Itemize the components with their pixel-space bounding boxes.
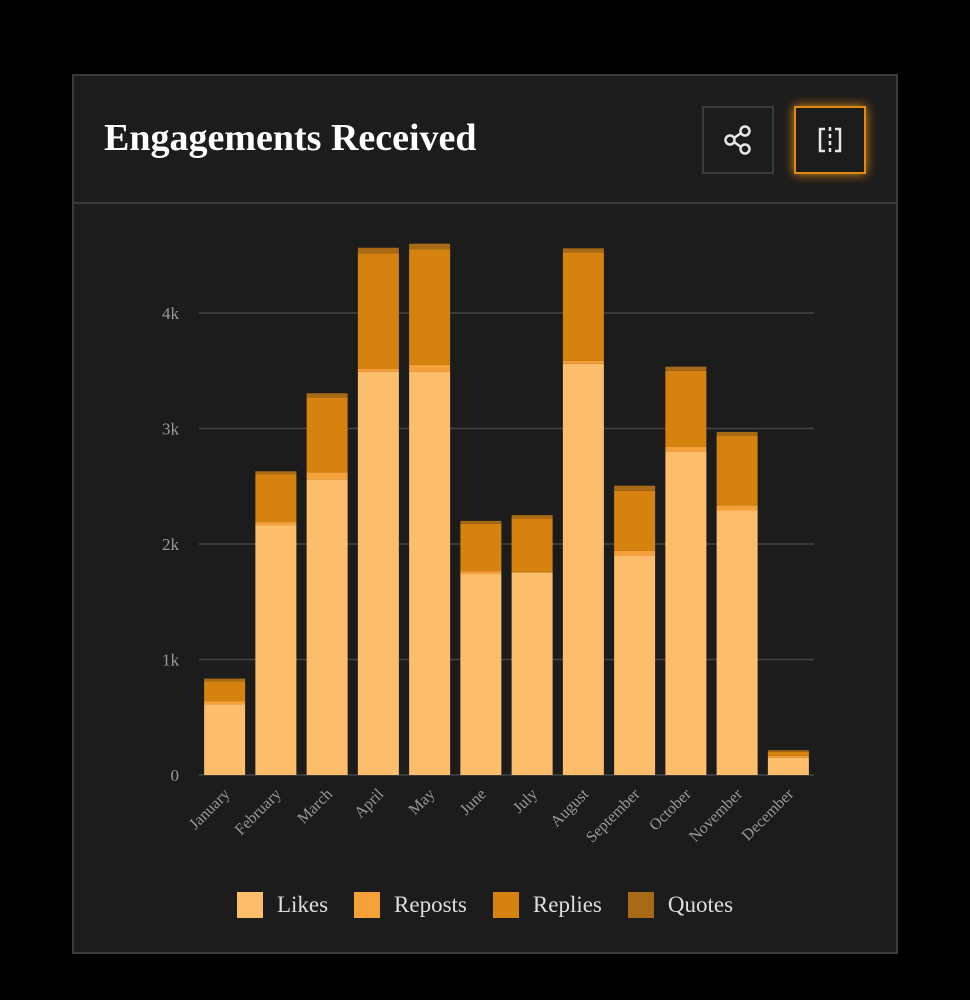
- bar-segment-likes: [665, 451, 707, 775]
- y-tick-label: 0: [171, 766, 180, 785]
- x-tick-label: December: [739, 785, 798, 844]
- share-button[interactable]: [702, 106, 774, 174]
- bar-segment-likes: [255, 525, 297, 775]
- legend-swatch: [236, 892, 263, 918]
- x-tick-label: July: [510, 786, 541, 817]
- bar-segment-likes: [767, 757, 809, 775]
- bar-segment-quotes: [409, 243, 451, 250]
- bar-segment-replies: [716, 436, 758, 506]
- bar-segment-replies: [460, 523, 502, 572]
- bar-segment-likes: [306, 479, 348, 775]
- bar-segment-reposts: [562, 360, 604, 364]
- y-tick-label: 2k: [162, 535, 180, 554]
- legend-item[interactable]: Reposts: [354, 892, 467, 918]
- legend-label: Reposts: [394, 892, 467, 917]
- y-tick-label: 1k: [162, 651, 180, 670]
- bar-segment-likes: [357, 371, 399, 775]
- legend-item[interactable]: Likes: [236, 892, 329, 918]
- legend: Likes Reposts Replies Quotes: [74, 892, 896, 918]
- bar-segment-replies: [562, 252, 604, 361]
- bar-segment-reposts: [665, 446, 707, 452]
- bar-segment-quotes: [460, 520, 502, 524]
- bar-segment-replies: [204, 681, 246, 702]
- y-tick-label: 3k: [162, 420, 180, 439]
- bar-segment-reposts: [716, 505, 758, 511]
- bar-segment-reposts: [255, 522, 297, 526]
- bar-segment-replies: [665, 370, 707, 447]
- bar-segment-reposts: [409, 364, 451, 372]
- bar-segment-quotes: [716, 431, 758, 437]
- legend-item[interactable]: Replies: [492, 892, 602, 918]
- split-view-icon: [818, 127, 842, 153]
- chart-card: Engagements Received 0 1k 2k 3k 4k January Feb…: [72, 74, 898, 954]
- bar-segment-replies: [511, 518, 553, 572]
- x-tick-label: May: [406, 786, 439, 819]
- bar-segment-reposts: [460, 571, 502, 575]
- bar-segment-reposts: [357, 369, 399, 372]
- x-tick-label: April: [351, 785, 387, 821]
- split-view-button[interactable]: [794, 106, 866, 174]
- bar-segment-replies: [255, 474, 297, 523]
- x-tick-label: August: [547, 785, 592, 830]
- bar-segment-quotes: [357, 247, 399, 254]
- bar-segment-quotes: [255, 471, 297, 475]
- x-tick-label: June: [457, 786, 490, 819]
- share-icon: [724, 125, 751, 155]
- bar-segment-reposts: [204, 701, 246, 705]
- bar-segment-replies: [357, 253, 399, 370]
- bar-segment-reposts: [511, 571, 553, 573]
- x-tick-label: November: [686, 785, 746, 845]
- bar-segment-replies: [614, 490, 656, 551]
- y-tick-label: 4k: [162, 304, 180, 323]
- x-tick-label: February: [232, 786, 285, 839]
- x-tick-label: October: [646, 785, 695, 834]
- x-tick-label: January: [186, 786, 233, 833]
- x-tick-label: March: [294, 786, 336, 828]
- bar-segment-likes: [716, 510, 758, 775]
- legend-swatch: [354, 892, 381, 918]
- legend-swatch: [492, 892, 519, 918]
- bar-segment-reposts: [767, 755, 809, 758]
- bar-segment-reposts: [306, 472, 348, 480]
- bar-segment-likes: [204, 704, 246, 775]
- bar-segment-replies: [767, 751, 809, 756]
- bar-segment-quotes: [204, 678, 246, 682]
- legend-label: Replies: [532, 892, 602, 917]
- x-tick-label: September: [583, 785, 644, 846]
- bar-segment-replies: [306, 397, 348, 473]
- bar-segment-quotes: [306, 393, 348, 398]
- header-divider: [74, 202, 896, 204]
- chart-title: Engagements Received: [104, 117, 477, 159]
- legend-swatch: [627, 892, 654, 918]
- legend-label: Quotes: [667, 892, 734, 917]
- bar-segment-likes: [460, 574, 502, 775]
- bar-segment-quotes: [767, 750, 809, 752]
- bar-segment-likes: [562, 363, 604, 775]
- bar-segment-quotes: [614, 485, 656, 491]
- legend-label: Likes: [276, 892, 329, 917]
- bar-segment-likes: [511, 572, 553, 775]
- bar-segment-quotes: [511, 515, 553, 519]
- bar-segment-likes: [614, 555, 656, 775]
- legend-item[interactable]: Quotes: [627, 892, 734, 918]
- bar-segment-reposts: [614, 550, 656, 556]
- bar-segment-replies: [409, 249, 451, 365]
- bar-segment-likes: [409, 371, 451, 775]
- bar-segment-quotes: [665, 366, 707, 371]
- bar-segment-quotes: [562, 248, 604, 253]
